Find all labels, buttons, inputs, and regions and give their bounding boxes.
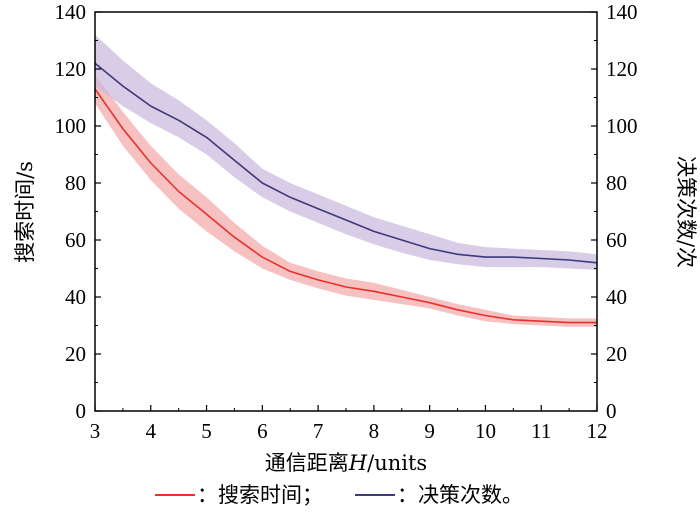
series-line-0 xyxy=(94,88,597,324)
x-tick-label: 12 xyxy=(587,419,608,443)
x-tick-label: 3 xyxy=(90,419,101,443)
y-right-tick-label: 20 xyxy=(606,342,627,366)
y-left-tick-label: 120 xyxy=(55,57,87,81)
legend-label-search-time: ：搜索时间； xyxy=(197,483,323,507)
x-axis-label-var: H xyxy=(348,451,368,475)
x-axis-label: 通信距离H/units xyxy=(265,451,427,475)
confidence-band-1 xyxy=(95,34,597,270)
x-tick-label: 9 xyxy=(424,419,435,443)
y-right-tick-label: 100 xyxy=(606,114,638,138)
y-right-tick-label: 40 xyxy=(606,285,627,309)
x-tick-label: 7 xyxy=(313,419,324,443)
x-axis-label-prefix: 通信距离 xyxy=(265,451,349,475)
y-left-tick-label: 80 xyxy=(65,171,86,195)
x-tick-label: 11 xyxy=(531,419,551,443)
x-axis-label-unit: /units xyxy=(367,451,427,475)
series-lines xyxy=(94,62,598,324)
y-right-tick-label: 60 xyxy=(606,228,627,252)
y-left-tick-label: 140 xyxy=(55,0,87,24)
y-axis-right-label: 决策次数/次 xyxy=(674,156,698,268)
axis-ticks: 3 4 5 6 7 8 9 10 11 12020406080100120140020406080… xyxy=(55,0,638,443)
y-right-tick-label: 140 xyxy=(606,0,638,24)
series-line-1 xyxy=(94,62,598,264)
y-right-tick-label: 120 xyxy=(606,57,638,81)
confidence-band-0 xyxy=(95,74,597,327)
y-left-tick-label: 20 xyxy=(65,342,86,366)
y-left-tick-label: 0 xyxy=(76,399,87,423)
x-tick-label: 5 xyxy=(201,419,212,443)
y-left-tick-label: 100 xyxy=(55,114,87,138)
y-right-tick-label: 80 xyxy=(606,171,627,195)
y-right-tick-label: 0 xyxy=(606,399,617,423)
y-axis-left-label: 搜索时间/s xyxy=(13,161,37,263)
legend: ：搜索时间； ：决策次数。 xyxy=(155,483,523,507)
y-left-tick-label: 60 xyxy=(65,228,86,252)
x-tick-label: 6 xyxy=(257,419,268,443)
x-tick-label: 10 xyxy=(475,419,496,443)
legend-label-decision-count: ：决策次数。 xyxy=(397,483,523,507)
x-tick-label: 8 xyxy=(369,419,380,443)
confidence-bands xyxy=(95,34,597,327)
y-left-tick-label: 40 xyxy=(65,285,86,309)
x-tick-label: 4 xyxy=(146,419,157,443)
